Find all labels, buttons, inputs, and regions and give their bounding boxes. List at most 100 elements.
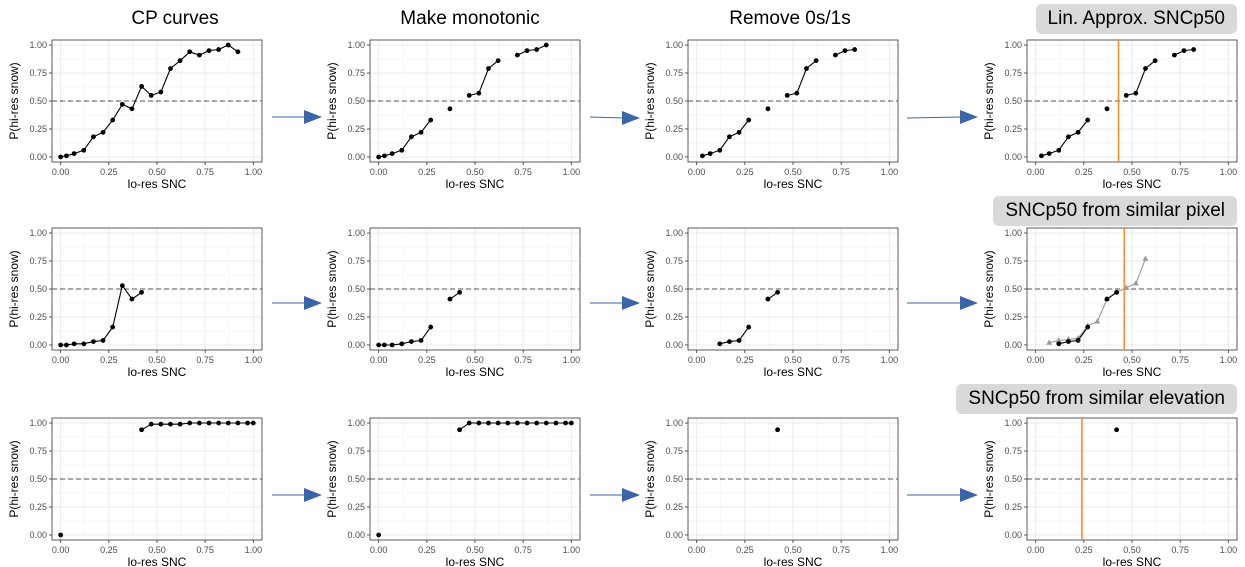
- data-point: [457, 427, 462, 433]
- x-tick-label: 0.50: [784, 545, 802, 555]
- y-tick-label: 0.25: [1004, 502, 1022, 512]
- flow-arrow: [907, 488, 978, 502]
- x-tick-label: 0.25: [1075, 355, 1093, 365]
- series-line: [719, 326, 750, 345]
- y-tick-label: 0.00: [1004, 530, 1022, 540]
- y-tick-label: 0.50: [665, 474, 683, 484]
- data-point: [553, 420, 559, 426]
- x-tick-label: 0.25: [418, 545, 436, 555]
- data-point: [399, 147, 405, 153]
- y-tick-label: 0.00: [347, 340, 365, 350]
- y-tick-label: 0.75: [29, 446, 47, 456]
- x-tick-label: 0.50: [148, 167, 166, 177]
- data-point: [568, 420, 574, 426]
- x-axis-label: lo-res SNC: [128, 555, 187, 567]
- y-tick-label: 0.50: [347, 284, 365, 294]
- x-tick-label: 0.50: [466, 167, 484, 177]
- data-point: [81, 341, 87, 347]
- x-tick-label: 0.00: [688, 355, 706, 365]
- y-tick-label: 0.25: [29, 312, 47, 322]
- data-point: [177, 58, 183, 64]
- data-point: [187, 420, 193, 426]
- data-point: [1085, 324, 1091, 330]
- y-tick-label: 0.50: [1004, 284, 1022, 294]
- data-point: [382, 342, 387, 348]
- x-tick-label: 0.25: [418, 167, 436, 177]
- data-point: [486, 66, 491, 71]
- data-point: [235, 49, 241, 55]
- arrow-head-icon: [304, 296, 322, 310]
- x-tick-label: 0.00: [1027, 167, 1045, 177]
- x-tick-label: 0.25: [736, 355, 754, 365]
- data-point: [707, 151, 713, 157]
- x-axis-label: lo-res SNC: [1103, 555, 1162, 567]
- x-tick-label: 0.50: [784, 167, 802, 177]
- data-point: [376, 154, 382, 160]
- x-tick-label: 0.00: [52, 545, 70, 555]
- badge-similar-pixel: SNCp50 from similar pixel: [993, 196, 1237, 226]
- y-tick-label: 0.25: [665, 502, 683, 512]
- x-axis-label: lo-res SNC: [1103, 365, 1162, 379]
- y-tick-label: 0.50: [29, 474, 47, 484]
- x-tick-label: 0.25: [100, 355, 118, 365]
- data-point: [399, 341, 405, 347]
- data-point: [727, 134, 732, 140]
- data-point: [794, 90, 800, 96]
- data-point: [717, 147, 723, 153]
- flow-arrow: [907, 296, 978, 310]
- y-axis-label: P(hi-res snow): [643, 250, 657, 327]
- y-tick-label: 0.75: [665, 446, 683, 456]
- data-point: [476, 90, 482, 96]
- y-tick-label: 1.00: [29, 418, 47, 428]
- x-axis-label: lo-res SNC: [446, 365, 505, 379]
- x-tick-label: 0.25: [1075, 167, 1093, 177]
- data-point: [206, 420, 212, 426]
- data-point: [100, 129, 106, 135]
- title-remove-0s-1s: Remove 0s/1s: [729, 8, 851, 29]
- data-point: [148, 421, 154, 427]
- data-point: [1152, 58, 1158, 64]
- data-point: [746, 117, 752, 123]
- data-point: [700, 153, 705, 159]
- x-tick-label: 1.00: [1220, 355, 1238, 365]
- data-point: [505, 420, 511, 426]
- x-tick-label: 1.00: [563, 167, 581, 177]
- data-point: [524, 420, 530, 426]
- y-tick-label: 1.00: [665, 418, 683, 428]
- title-make-monotonic: Make monotonic: [400, 8, 540, 29]
- data-point: [1143, 66, 1148, 71]
- panel-r1c4: 0.00 0.25 0.50 0.75 1.00 0.00 0.25 0.50 0.75 1.00…: [982, 39, 1238, 191]
- y-tick-label: 0.50: [665, 284, 683, 294]
- x-axis-label: lo-res SNC: [764, 365, 823, 379]
- arrow-head-icon: [622, 111, 640, 125]
- x-axis-label: lo-res SNC: [128, 177, 187, 191]
- x-tick-label: 0.75: [196, 167, 214, 177]
- data-point: [187, 49, 193, 55]
- y-tick-label: 0.50: [1004, 474, 1022, 484]
- data-point: [1066, 339, 1071, 345]
- data-point: [466, 420, 472, 426]
- y-tick-label: 0.25: [665, 124, 683, 134]
- data-point: [1191, 47, 1197, 52]
- data-point: [206, 48, 212, 54]
- y-tick-label: 0.25: [347, 312, 365, 322]
- x-axis-label: lo-res SNC: [446, 555, 505, 567]
- y-tick-label: 0.50: [665, 96, 683, 106]
- x-tick-label: 0.50: [784, 355, 802, 365]
- data-point: [376, 532, 382, 538]
- y-tick-label: 0.75: [347, 256, 365, 266]
- y-tick-label: 0.00: [29, 340, 47, 350]
- x-tick-label: 0.25: [1075, 545, 1093, 555]
- data-point: [1039, 153, 1044, 159]
- data-point: [495, 420, 501, 426]
- data-point: [100, 338, 106, 343]
- x-tick-label: 1.00: [881, 545, 899, 555]
- y-axis-label: P(hi-res snow): [325, 62, 339, 139]
- data-point: [746, 324, 752, 330]
- y-tick-label: 1.00: [347, 228, 365, 238]
- y-tick-label: 0.75: [665, 256, 683, 266]
- y-tick-label: 0.75: [1004, 256, 1022, 266]
- data-point: [1133, 90, 1139, 96]
- x-tick-label: 0.75: [832, 167, 850, 177]
- x-tick-label: 0.75: [832, 355, 850, 365]
